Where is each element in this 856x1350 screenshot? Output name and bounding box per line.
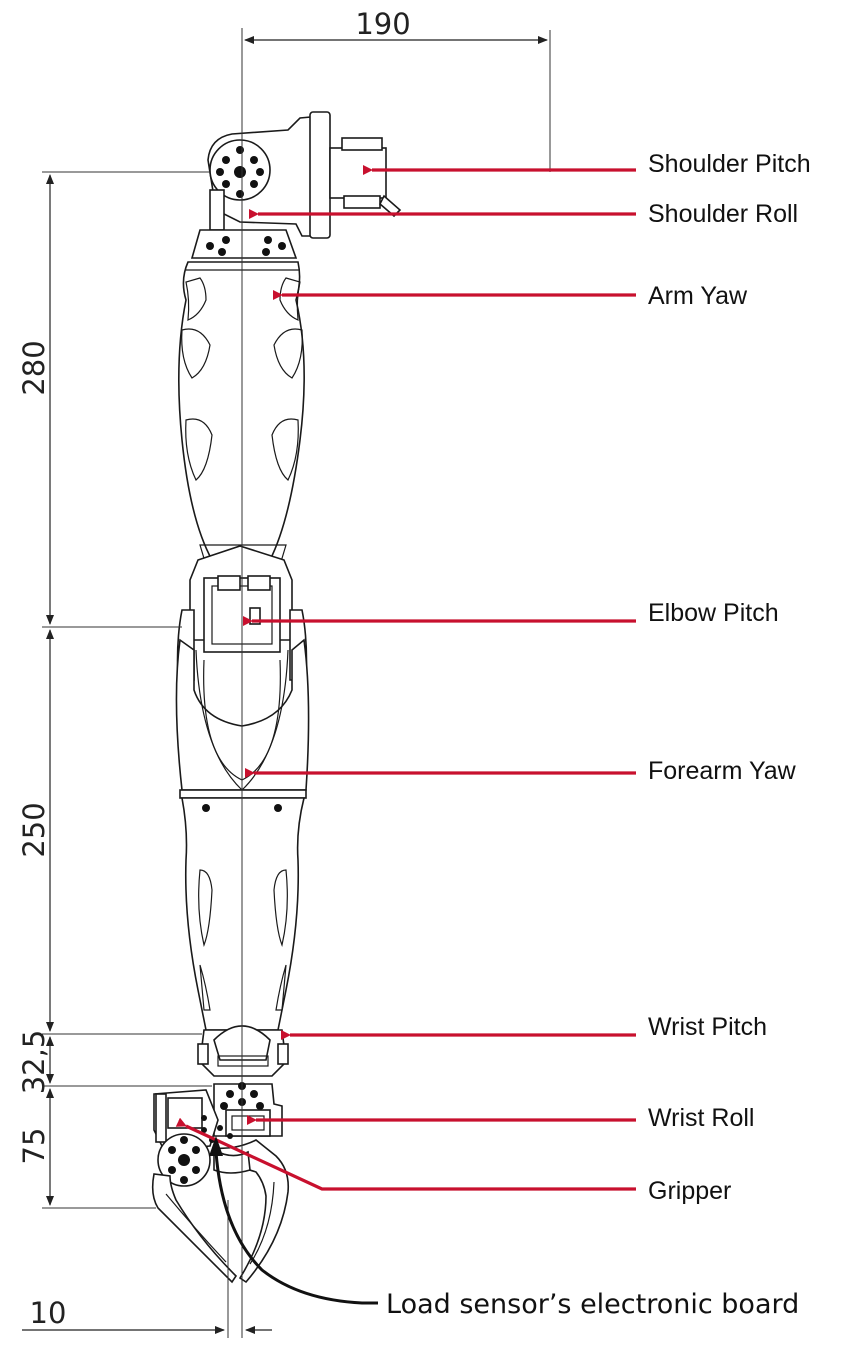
label-gripper: Gripper <box>648 1177 731 1205</box>
dim-top-width: 190 <box>355 7 410 41</box>
label-wrist-roll: Wrist Roll <box>648 1104 754 1132</box>
label-load-sensor: Load sensor’s electronic board <box>386 1289 799 1320</box>
arm-drawing <box>151 111 402 1284</box>
forearm <box>175 638 310 1031</box>
label-shoulder-pitch: Shoulder Pitch <box>648 150 811 178</box>
callout-arrows <box>175 165 636 1191</box>
dim-bottom-offset: 10 <box>30 1296 67 1330</box>
label-shoulder-roll: Shoulder Roll <box>648 200 798 228</box>
dim-forearm: 250 <box>17 802 51 857</box>
dim-upper-arm: 280 <box>17 340 51 395</box>
label-wrist-pitch: Wrist Pitch <box>648 1013 767 1041</box>
label-arm-yaw: Arm Yaw <box>648 282 748 310</box>
shoulder-assembly <box>207 111 402 239</box>
wrist-pitch-assembly <box>197 1025 289 1077</box>
upper-arm <box>178 261 305 581</box>
dimension-lines <box>22 28 551 1338</box>
label-elbow-pitch: Elbow Pitch <box>648 599 779 627</box>
wrist-roll-assembly <box>213 1082 283 1137</box>
label-forearm-yaw: Forearm Yaw <box>648 757 797 785</box>
arrow-load-sensor <box>214 1151 378 1305</box>
dim-gripper: 75 <box>17 1128 51 1165</box>
load-sensor-arrowhead <box>209 1136 223 1156</box>
arrow-gripper <box>175 1117 636 1191</box>
dim-wrist: 32,5 <box>17 1030 51 1095</box>
